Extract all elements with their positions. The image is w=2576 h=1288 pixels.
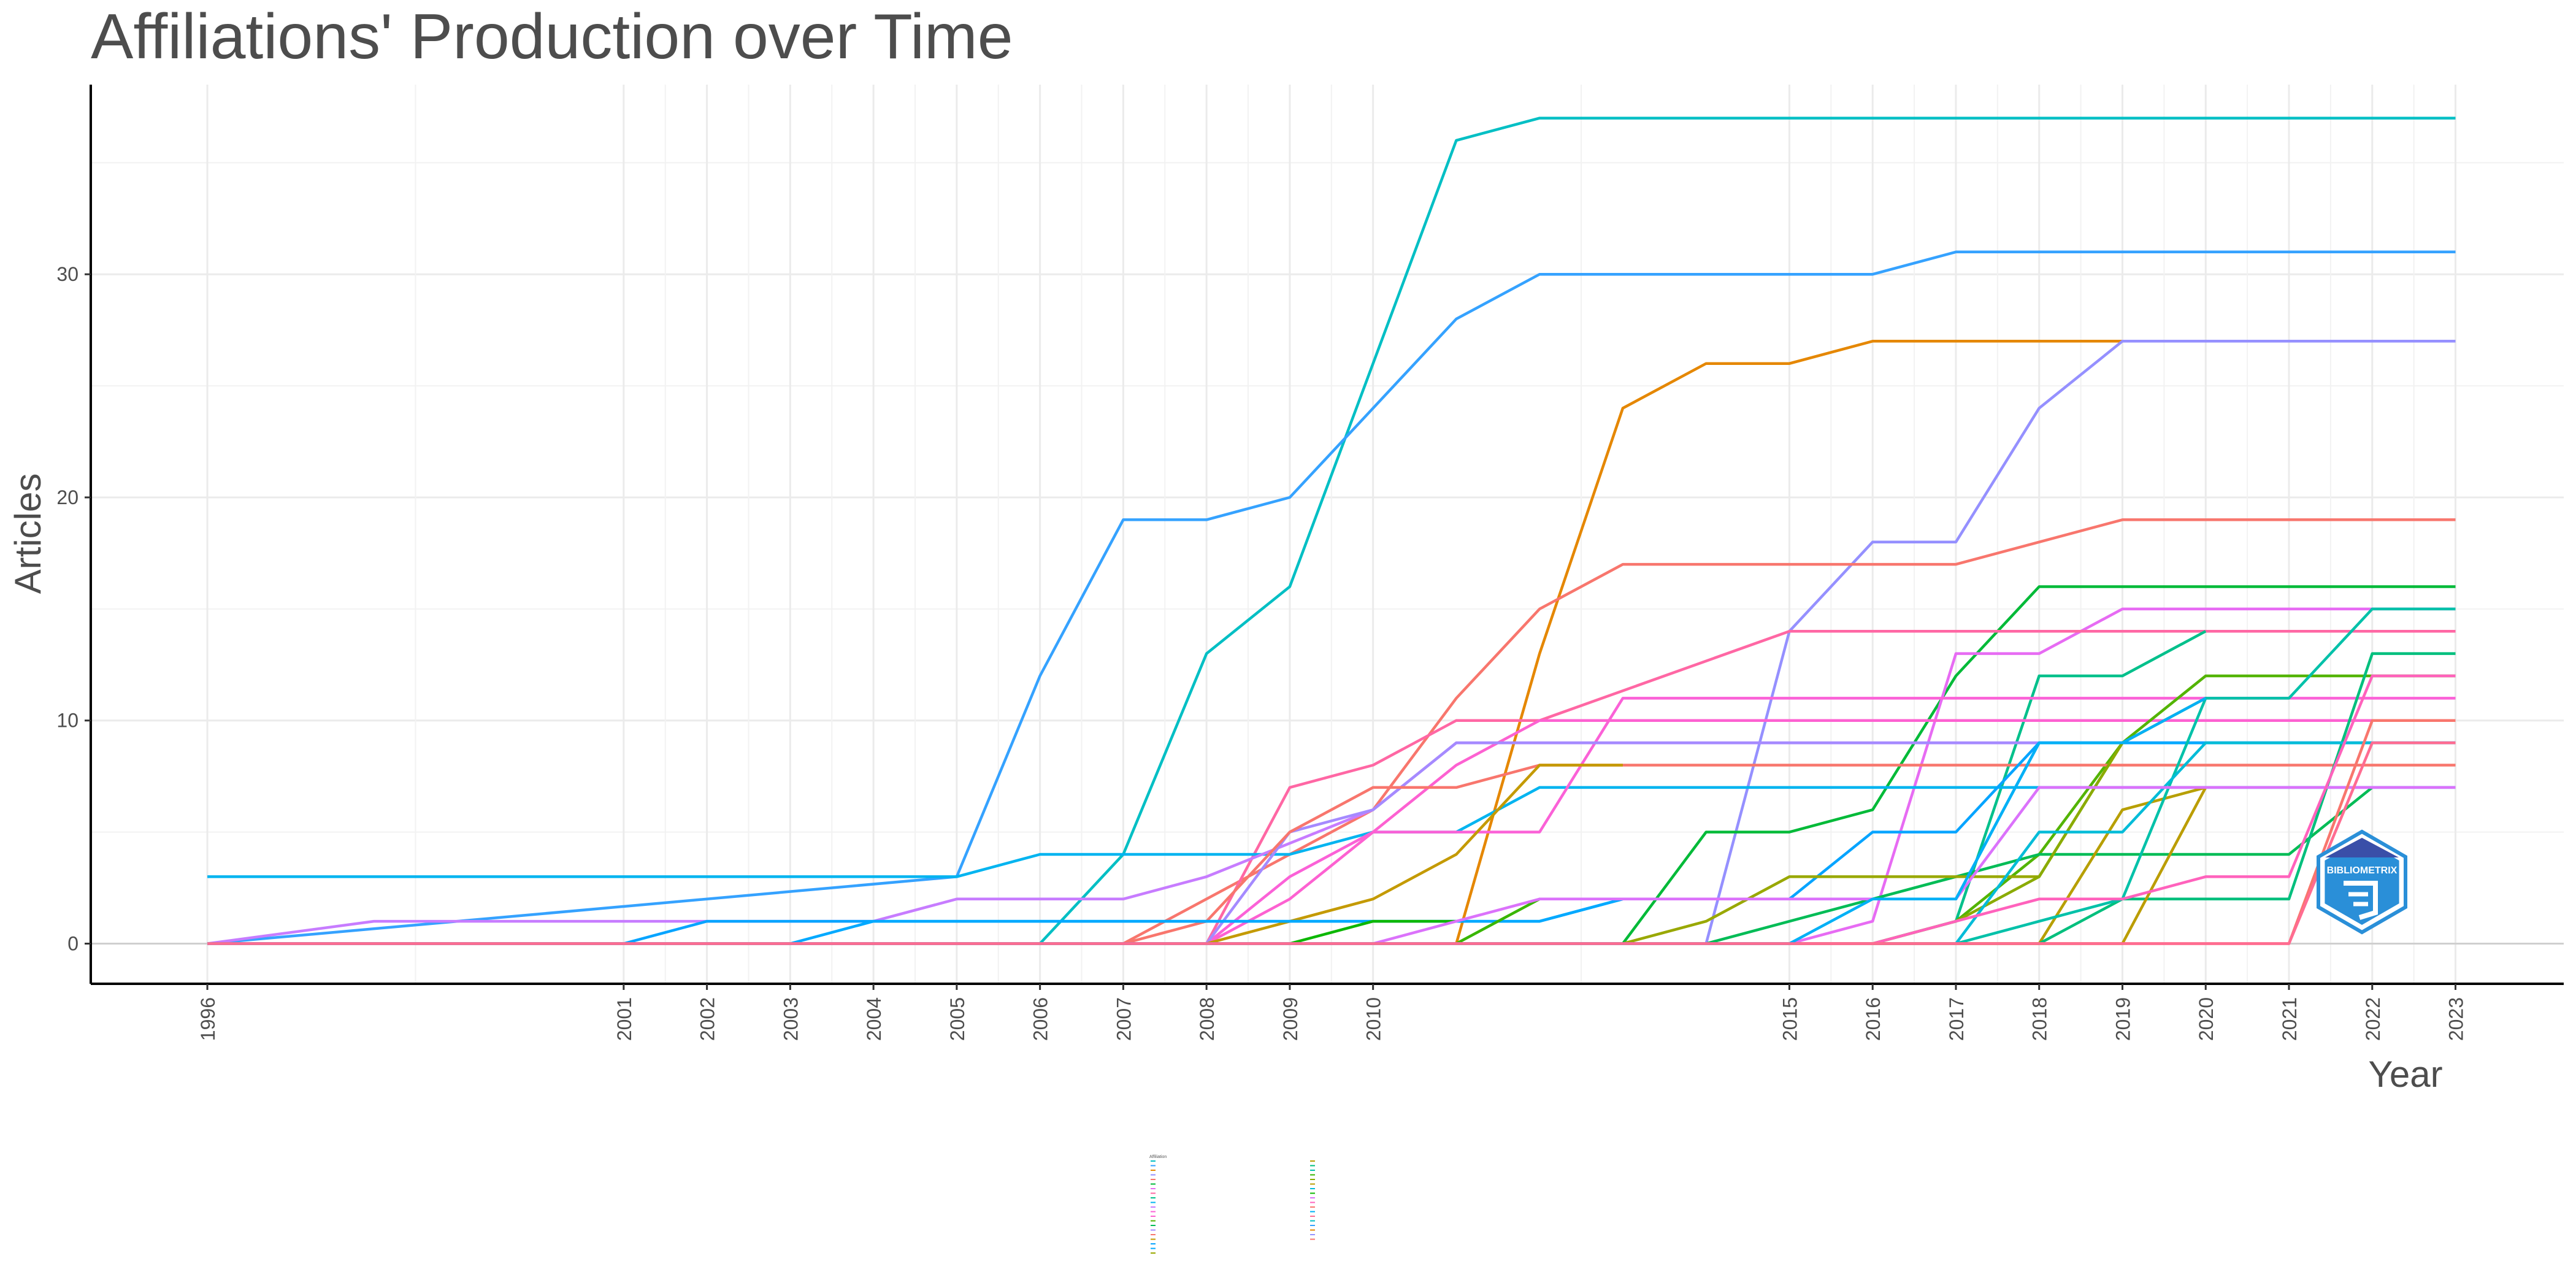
x-tick-label: 2005 xyxy=(946,997,968,1041)
x-tick-label: 2004 xyxy=(863,997,885,1041)
x-tick-label: 2010 xyxy=(1363,997,1385,1041)
x-tick-label: 2009 xyxy=(1279,997,1301,1041)
y-tick-label: 30 xyxy=(56,263,79,285)
series-line-3 xyxy=(207,340,2123,945)
x-tick-label: 2018 xyxy=(2029,997,2051,1041)
x-axis-title: Year xyxy=(2368,1054,2442,1095)
x-tick-label: 2003 xyxy=(780,997,802,1041)
y-tick-label: 0 xyxy=(67,933,79,955)
series-line-8 xyxy=(207,629,2456,945)
series-line-31 xyxy=(207,674,2456,945)
y-tick-label: 20 xyxy=(56,486,79,508)
x-tick-label: 2021 xyxy=(2279,997,2301,1041)
series-line-34 xyxy=(207,741,2456,945)
legend-title: Affiliation xyxy=(1149,1155,1167,1159)
x-tick-label: 1996 xyxy=(197,997,219,1041)
logo-hexagon-top xyxy=(2325,838,2399,857)
x-tick-label: 2020 xyxy=(2195,997,2217,1041)
x-tick-label: 2008 xyxy=(1196,997,1218,1041)
series-line-2 xyxy=(207,250,2456,945)
x-tick-label: 2019 xyxy=(2112,997,2134,1041)
series-line-17 xyxy=(207,764,2456,945)
series-line-4 xyxy=(207,340,2456,945)
y-tick-label: 10 xyxy=(56,710,79,732)
x-tick-label: 2017 xyxy=(1945,997,1968,1041)
x-tick-label: 2001 xyxy=(613,997,635,1041)
logo-glyph xyxy=(2344,881,2378,920)
x-tick-label: 2006 xyxy=(1030,997,1052,1041)
chart-title: Affiliations' Production over Time xyxy=(91,1,1013,72)
logo-text: BIBLIOMETRIX xyxy=(2327,865,2398,876)
bibliometrix-logo: BIBLIOMETRIX xyxy=(2317,829,2407,935)
x-tick-label: 2002 xyxy=(697,997,719,1041)
x-tick-label: 2016 xyxy=(1862,997,1884,1041)
logo-glyph-bars xyxy=(2348,892,2368,907)
legend: Affiliation xyxy=(1149,1155,1315,1254)
x-tick-label: 2022 xyxy=(2362,997,2384,1041)
y-axis-title: Articles xyxy=(7,473,48,594)
series-line-1 xyxy=(207,117,2456,945)
series-line-24 xyxy=(207,607,2456,945)
series-line-6 xyxy=(207,585,2456,945)
series-layer xyxy=(207,117,2456,945)
grid-layer xyxy=(91,85,2564,984)
x-tick-label: 2015 xyxy=(1779,997,1801,1041)
x-tick-label: 2007 xyxy=(1113,997,1135,1041)
axis-layer: 0 10 20 30 1996 2001 2002 2003 2004 2005 2006 2007 2… xyxy=(56,85,2564,1041)
x-tick-label: 2023 xyxy=(2445,997,2467,1041)
series-line-5 xyxy=(207,518,2456,945)
